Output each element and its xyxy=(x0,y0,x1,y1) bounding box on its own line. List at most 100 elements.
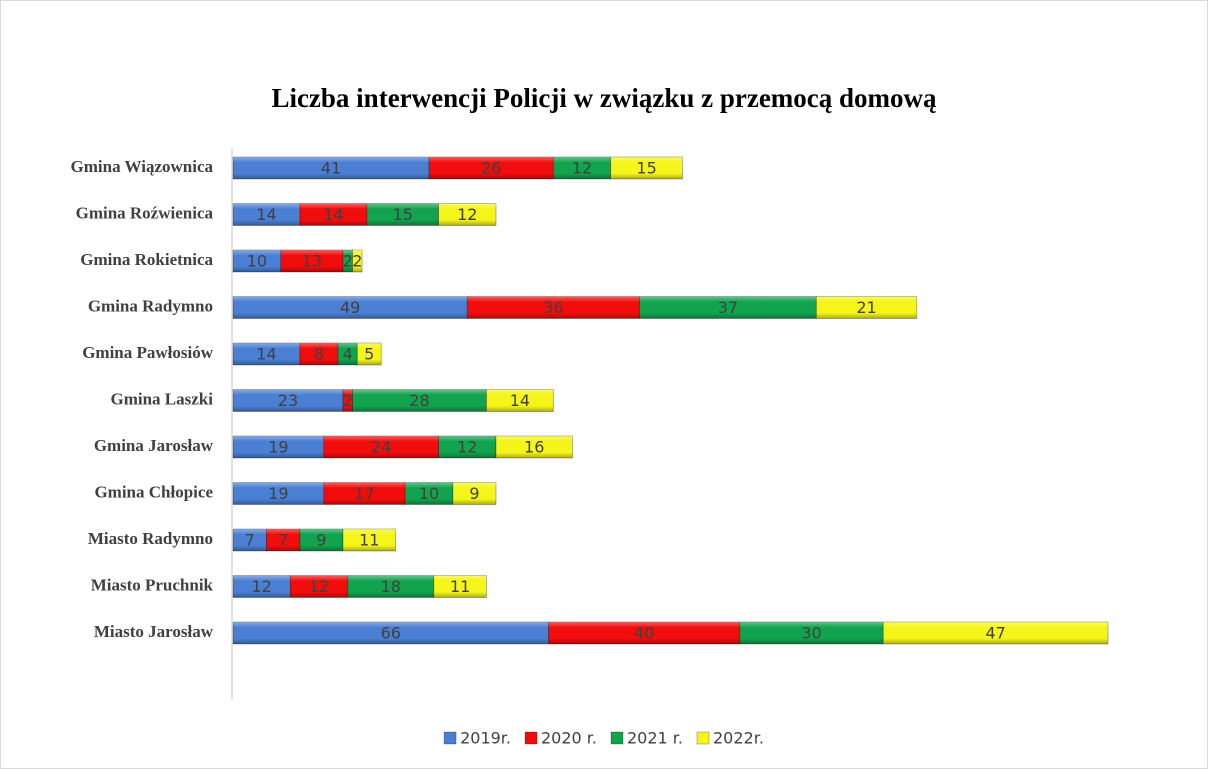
data-label: 19 xyxy=(268,438,288,457)
bar-bevel xyxy=(233,436,324,458)
data-label: 40 xyxy=(634,624,654,643)
category-label: Miasto Radymno xyxy=(88,529,213,548)
bar-bevel xyxy=(347,575,434,598)
data-label: 14 xyxy=(256,205,276,224)
legend-label: 2021 r. xyxy=(627,729,683,748)
data-label: 17 xyxy=(354,484,374,503)
category-label: Miasto Jarosław xyxy=(94,622,214,641)
data-label: 30 xyxy=(801,624,821,643)
bar-bevel xyxy=(639,296,817,319)
data-label: 14 xyxy=(256,345,276,364)
bar-bevel xyxy=(553,157,611,179)
bar-bevel xyxy=(429,157,554,179)
data-label: 66 xyxy=(381,624,401,643)
bar-bevel xyxy=(495,436,573,458)
bar-bevel xyxy=(342,389,353,412)
bar-bevel xyxy=(438,203,496,226)
bar-bevel xyxy=(233,203,300,226)
data-label: 12 xyxy=(252,577,272,596)
data-label: 5 xyxy=(364,345,374,364)
bar-bevel xyxy=(323,482,406,505)
data-label: 2 xyxy=(343,252,353,271)
data-label: 14 xyxy=(323,205,343,224)
bar-bevel xyxy=(233,250,281,272)
data-label: 12 xyxy=(457,205,477,224)
data-label: 28 xyxy=(409,391,429,410)
data-label: 9 xyxy=(316,531,326,550)
data-label: 10 xyxy=(419,484,439,503)
bar-bevel xyxy=(816,296,917,319)
bar-bevel xyxy=(433,575,487,598)
bar-bevel xyxy=(467,296,640,319)
bar-bevel xyxy=(438,436,496,458)
data-label: 19 xyxy=(268,484,288,503)
data-label: 47 xyxy=(985,624,1005,643)
chart-title: Liczba interwencji Policji w związku z p… xyxy=(271,83,937,113)
bar-bevel xyxy=(233,529,267,551)
data-label: 10 xyxy=(247,252,267,271)
bar-bevel xyxy=(405,482,453,505)
bar-bevel xyxy=(323,436,439,458)
bar-bevel xyxy=(883,622,1108,644)
bar-bevel xyxy=(280,250,343,272)
bar-bevel xyxy=(610,157,683,179)
bar-bevel xyxy=(233,575,291,598)
bar-bevel xyxy=(233,343,300,365)
data-label: 21 xyxy=(856,298,876,317)
data-label: 11 xyxy=(450,577,470,596)
data-label: 49 xyxy=(340,298,360,317)
data-label: 41 xyxy=(321,159,341,178)
data-label: 37 xyxy=(718,298,738,317)
category-label: Gmina Chłopice xyxy=(94,482,213,501)
bar-bevel xyxy=(233,482,324,505)
bar-bevel xyxy=(452,482,496,505)
data-label: 16 xyxy=(524,438,544,457)
category-label: Gmina Laszki xyxy=(111,389,214,408)
bar-bevel xyxy=(352,389,487,412)
data-label: 13 xyxy=(302,252,322,271)
data-label: 7 xyxy=(245,531,255,550)
legend-marker xyxy=(610,731,624,745)
bar-bevel xyxy=(548,622,740,644)
bar-bevel xyxy=(739,622,884,644)
data-label: 15 xyxy=(393,205,413,224)
data-label: 18 xyxy=(381,577,401,596)
legend-marker xyxy=(696,731,710,745)
category-label: Gmina Jarosław xyxy=(94,436,214,455)
bar-bevel xyxy=(342,250,353,272)
category-label: Gmina Roźwienica xyxy=(76,203,214,222)
data-label: 7 xyxy=(278,531,288,550)
data-label: 2 xyxy=(343,391,353,410)
legend-marker xyxy=(524,731,538,745)
data-label: 24 xyxy=(371,438,391,457)
data-label: 12 xyxy=(309,577,329,596)
bar-bevel xyxy=(342,529,396,551)
data-label: 23 xyxy=(278,391,298,410)
legend-marker xyxy=(443,731,457,745)
category-label: Gmina Radymno xyxy=(88,296,213,315)
bar-bevel xyxy=(233,157,430,179)
bar-bevel xyxy=(299,343,339,365)
bar-bevel xyxy=(338,343,358,365)
category-label: Gmina Pawłosiów xyxy=(82,343,214,362)
legend-label: 2019r. xyxy=(460,729,511,748)
bar-bevel xyxy=(233,622,549,644)
bar-bevel xyxy=(266,529,300,551)
data-label: 11 xyxy=(359,531,379,550)
category-label: Gmina Rokietnica xyxy=(80,250,213,269)
data-label: 2 xyxy=(352,252,362,271)
bar-bevel xyxy=(486,389,554,412)
legend-label: 2020 r. xyxy=(541,729,597,748)
bar-bevel xyxy=(299,203,367,226)
category-label: Gmina Wiązownica xyxy=(71,157,214,176)
bar-bevel xyxy=(233,296,468,319)
bar-bevel xyxy=(352,250,363,272)
data-label: 26 xyxy=(481,159,501,178)
bar-bevel xyxy=(233,389,343,412)
data-label: 9 xyxy=(469,484,479,503)
data-label: 15 xyxy=(636,159,656,178)
bar-bevel xyxy=(357,343,382,365)
data-label: 8 xyxy=(314,345,324,364)
